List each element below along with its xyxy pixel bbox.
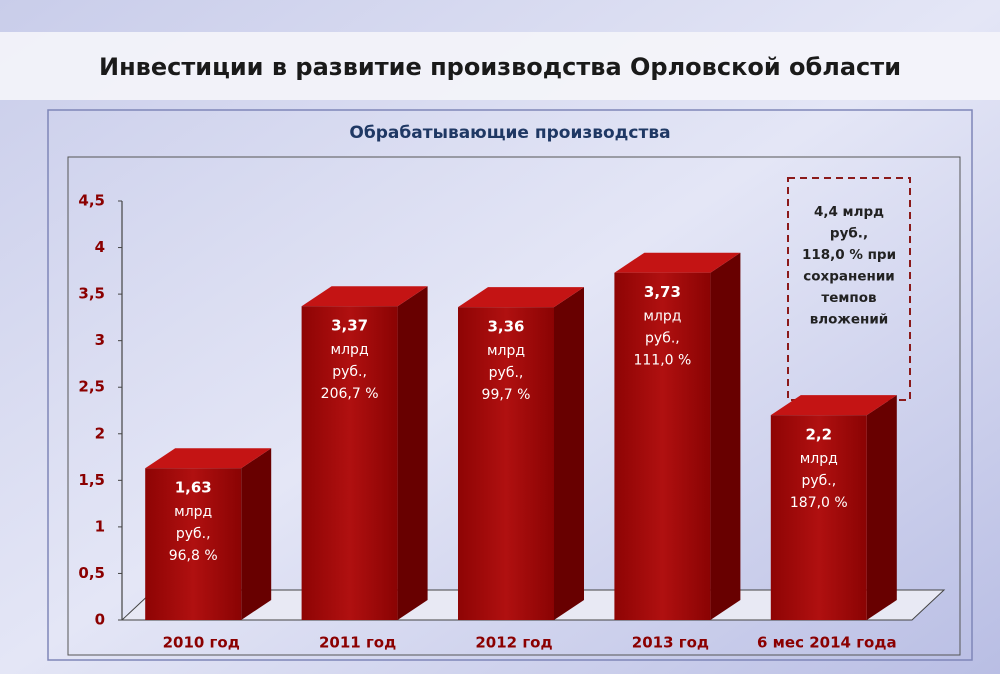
bar-top bbox=[145, 448, 272, 469]
x-tick-label: 2011 год bbox=[319, 634, 396, 652]
value-label: 3,36 bbox=[487, 318, 524, 336]
bar-side bbox=[397, 286, 428, 620]
x-tick-label: 6 мес 2014 года bbox=[757, 634, 897, 652]
value-label: 3,37 bbox=[331, 317, 368, 335]
value-label: 3,73 bbox=[644, 283, 681, 301]
bar-side bbox=[710, 252, 741, 620]
bar-side bbox=[866, 395, 897, 620]
plot-area bbox=[67, 156, 961, 656]
bar-side bbox=[241, 448, 272, 620]
value-detail: млрд bbox=[487, 343, 525, 359]
chart-title: Инвестиции в развитие производства Орлов… bbox=[99, 53, 901, 81]
bar bbox=[614, 272, 711, 620]
value-detail: млрд bbox=[800, 451, 838, 467]
chart-panel bbox=[47, 109, 973, 661]
bar-side bbox=[554, 287, 584, 620]
y-tick-label: 4 bbox=[95, 238, 105, 256]
y-tick-label: 2 bbox=[95, 424, 105, 442]
value-detail: 206,7 % bbox=[321, 386, 379, 402]
annotation: руб., bbox=[830, 226, 868, 242]
bar bbox=[458, 307, 554, 620]
title-band bbox=[0, 32, 1000, 100]
value-detail: руб., bbox=[489, 365, 524, 381]
value-detail: млрд bbox=[643, 309, 681, 325]
value-detail: 111,0 % bbox=[633, 353, 691, 369]
bar-top bbox=[301, 286, 428, 307]
y-tick-label: 4,5 bbox=[78, 192, 105, 210]
y-tick-label: 2,5 bbox=[78, 378, 105, 396]
bar bbox=[145, 468, 242, 620]
x-tick-label: 2012 год bbox=[475, 634, 552, 652]
value-detail: млрд bbox=[331, 342, 369, 358]
y-tick-label: 1,5 bbox=[78, 471, 105, 489]
chart-subtitle: Обрабатывающие производства bbox=[349, 123, 670, 143]
y-tick-label: 3,5 bbox=[78, 285, 105, 303]
value-detail: руб., bbox=[645, 331, 680, 347]
value-detail: руб., bbox=[801, 473, 836, 489]
y-tick-label: 1 bbox=[95, 517, 105, 535]
bar bbox=[301, 306, 398, 620]
bar-top bbox=[458, 287, 584, 308]
value-detail: 99,7 % bbox=[482, 387, 531, 403]
annotation: 4,4 млрд bbox=[814, 204, 884, 220]
value-detail: 96,8 % bbox=[169, 548, 218, 564]
value-label: 1,63 bbox=[175, 479, 212, 497]
bar bbox=[770, 415, 867, 620]
x-tick-label: 2013 год bbox=[632, 634, 709, 652]
annotation: сохранении bbox=[803, 269, 895, 285]
bar-top bbox=[614, 252, 741, 273]
annotation: вложений bbox=[810, 312, 889, 328]
bar-top bbox=[770, 395, 897, 416]
value-detail: руб., bbox=[176, 526, 211, 542]
y-tick-label: 0,5 bbox=[78, 564, 105, 582]
value-detail: 187,0 % bbox=[790, 495, 848, 511]
annotation: темпов bbox=[821, 290, 876, 306]
value-detail: руб., bbox=[332, 364, 367, 380]
y-tick-label: 3 bbox=[95, 331, 105, 349]
value-detail: млрд bbox=[174, 504, 212, 520]
x-tick-label: 2010 год bbox=[163, 634, 240, 652]
y-tick-label: 0 bbox=[95, 611, 105, 629]
forecast-box bbox=[787, 177, 911, 401]
annotation: 118,0 % при bbox=[802, 247, 896, 263]
value-label: 2,2 bbox=[806, 426, 833, 444]
